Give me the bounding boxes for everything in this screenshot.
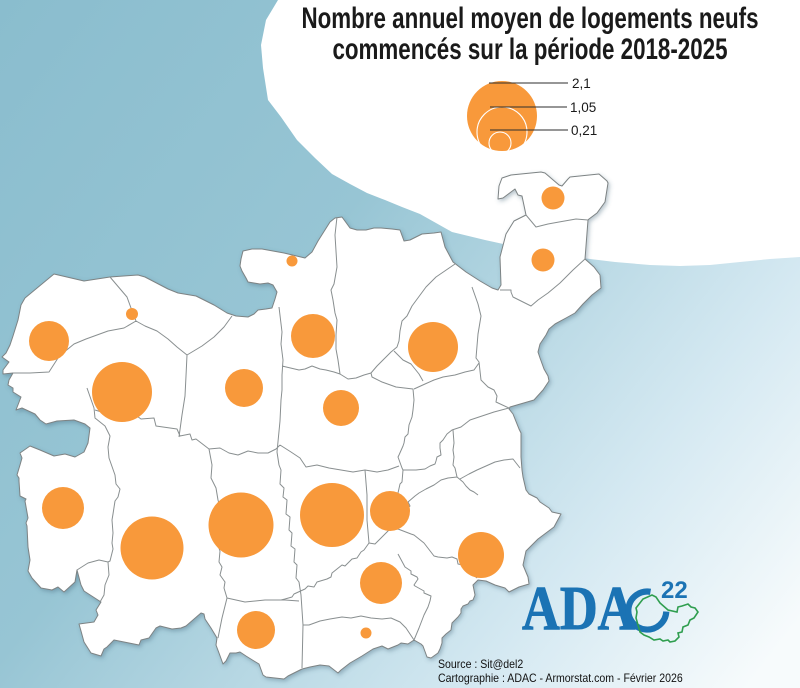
- svg-text:0,21: 0,21: [571, 123, 597, 138]
- svg-text:2,1: 2,1: [572, 76, 591, 91]
- svg-text:ADA: ADA: [522, 575, 636, 643]
- svg-text:22: 22: [661, 577, 688, 604]
- svg-text:1,05: 1,05: [570, 100, 596, 115]
